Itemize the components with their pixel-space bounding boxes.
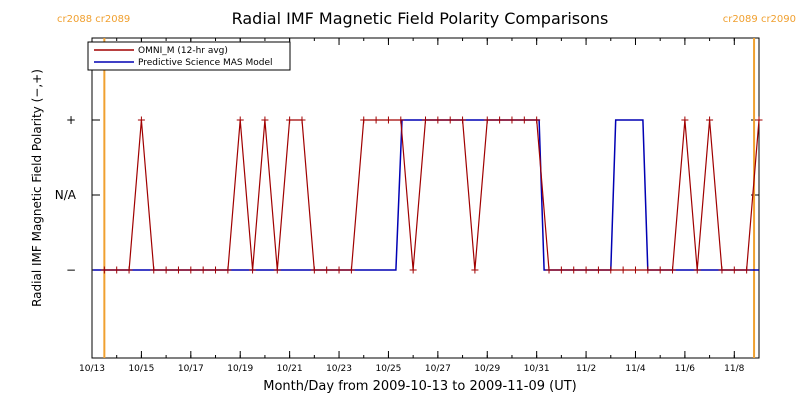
data-point-omni [224,266,232,274]
axis-ticks: 10/13 10/15 10/17 10/19 10/21 10/23 10/25 10/27… [55,38,760,374]
data-point-omni [236,116,244,124]
data-point-omni [459,116,467,124]
data-point-omni [113,266,121,274]
x-axis-label: Month/Day from 2009-10-13 to 2009-11-09 … [263,379,576,394]
x-tick-label: 10/21 [277,364,303,374]
data-point-omni [557,266,565,274]
x-tick-label: 10/25 [375,364,401,374]
plot-frame [91,37,760,359]
y-tick-label: N/A [55,188,77,202]
data-point-omni [372,116,380,124]
x-tick-label: 10/15 [128,364,154,374]
data-point-omni [656,266,664,274]
y-tick-label: + [66,113,76,127]
data-point-omni [187,266,195,274]
data-point-omni [162,266,170,274]
y-tick-label: − [66,263,76,277]
data-point-omni [273,266,281,274]
carrington-label-right: cr2089 cr2090 [723,14,796,25]
data-point-omni [323,266,331,274]
x-tick-label: 10/27 [425,364,451,374]
data-point-omni [496,116,504,124]
carrington-label-left: cr2088 cr2089 [57,14,130,25]
legend-box [87,41,291,71]
x-tick-label: 10/17 [178,364,204,374]
data-point-omni [545,266,553,274]
series-line-mas [93,119,759,271]
data-point-omni [483,116,491,124]
data-point-omni [150,266,158,274]
data-point-omni [397,116,405,124]
data-point-omni [125,266,133,274]
data-point-omni [619,266,627,274]
data-point-omni [681,116,689,124]
data-point-omni [212,266,220,274]
y-axis-label: Radial IMF Magnetic Field Polarity (−,+) [30,69,44,307]
x-tick-label: 11/4 [625,364,645,374]
x-tick-label: 10/23 [326,364,352,374]
data-point-omni [607,266,615,274]
x-tick-label: 11/6 [675,364,695,374]
x-tick-label: 11/8 [724,364,744,374]
series-layer [93,116,763,274]
data-point-omni [755,116,763,124]
x-tick-label: 10/31 [524,364,550,374]
data-point-omni [471,266,479,274]
data-point-omni [409,266,417,274]
data-point-omni [434,116,442,124]
x-tick-label: 10/29 [474,364,500,374]
data-point-omni [718,266,726,274]
data-point-omni [693,266,701,274]
data-point-omni [446,116,454,124]
carrington-boundaries [103,38,756,358]
data-point-omni [743,266,751,274]
data-point-omni [706,116,714,124]
data-point-omni [249,266,257,274]
x-tick-label: 10/13 [79,364,105,374]
data-point-omni [199,266,207,274]
data-point-omni [422,116,429,124]
data-point-omni [174,266,182,274]
data-point-omni [669,266,677,274]
data-point-omni [508,116,516,124]
data-point-omni [730,266,738,274]
data-point-omni [582,266,590,274]
data-point-omni [533,116,541,124]
data-point-omni [137,116,145,124]
data-point-omni [310,266,318,274]
x-tick-label: 11/2 [576,364,596,374]
data-point-omni [570,266,578,274]
x-tick-label: 10/19 [227,364,253,374]
legend-label-omni: OMNI_M (12-hr avg) [138,46,228,56]
legend-label-mas: Predictive Science MAS Model [138,58,273,68]
series-line-omni [104,119,760,271]
data-point-omni [631,266,639,274]
data-point-omni [298,116,306,124]
data-point-omni [384,116,392,124]
data-point-omni [594,266,602,274]
legend: OMNI_M (12-hr avg) Predictive Science MA… [87,41,291,71]
data-point-omni [644,266,652,274]
data-point-omni [347,266,355,274]
data-point-omni [286,116,294,124]
data-point-omni [360,116,368,124]
data-point-omni [261,116,269,124]
data-point-omni [520,116,528,124]
data-point-omni [335,266,343,274]
data-point-omni [100,266,108,274]
chart-title: Radial IMF Magnetic Field Polarity Compa… [232,9,609,28]
